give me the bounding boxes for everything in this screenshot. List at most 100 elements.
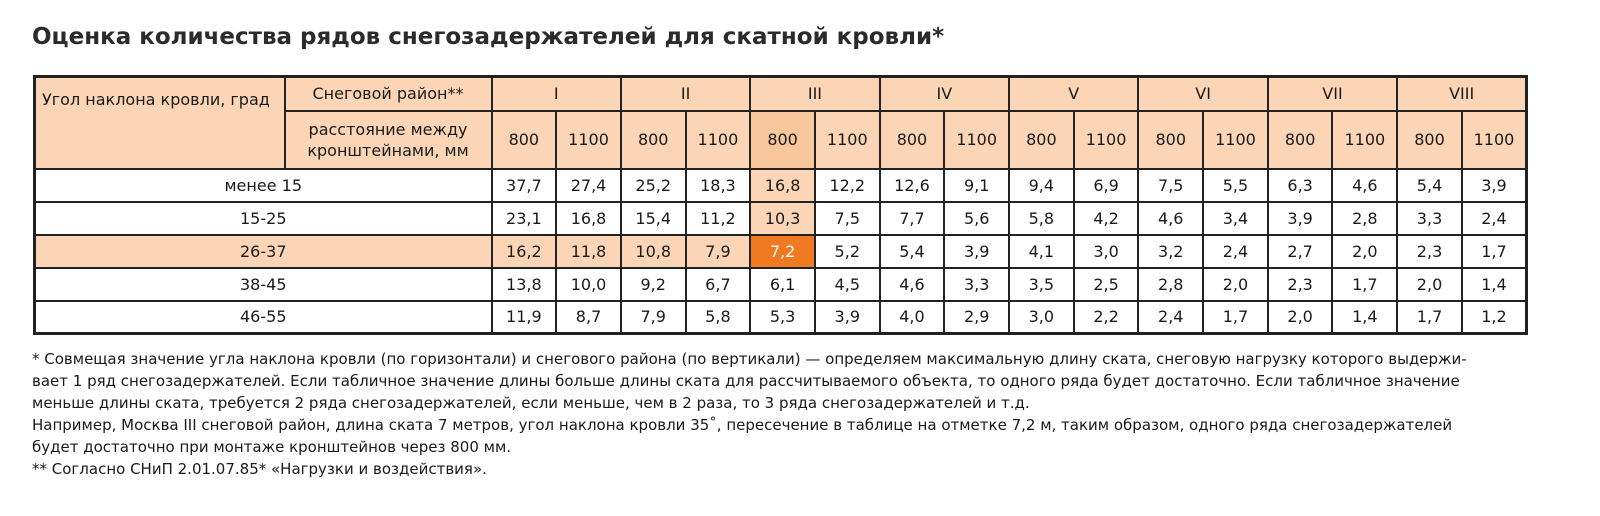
cell: 5,6	[943, 200, 1011, 236]
cell: 4,6	[1331, 167, 1399, 203]
cell: 16,2	[490, 233, 558, 269]
cell: 1,7	[1460, 233, 1528, 269]
note-line: меньше длины ската, требуется 2 ряда сне…	[32, 394, 1030, 412]
region: VIII	[1396, 75, 1528, 112]
cell: 3,9	[1266, 200, 1334, 236]
data-row: 46-55 11,9 8,7 7,9 5,8 5,3 3,9 4,0 2,9 3,0 2,2 2,4 1…	[33, 299, 1528, 335]
distance: 1100	[1460, 109, 1528, 170]
cell: 7,9	[684, 233, 752, 269]
cell: 11,2	[684, 200, 752, 236]
note-line: * Совмещая значение угла наклона кровли …	[32, 350, 1467, 368]
cell: 4,0	[878, 299, 946, 335]
cell: 5,4	[878, 233, 946, 269]
cell: 9,4	[1008, 167, 1075, 203]
cell: 5,5	[1202, 167, 1269, 203]
cell: 6,1	[749, 266, 816, 302]
cell: 1,7	[1202, 299, 1269, 335]
cell: 23,1	[490, 200, 558, 236]
cell: 4,6	[1137, 200, 1205, 236]
cell: 1,7	[1396, 299, 1463, 335]
cell: 10,3	[749, 200, 816, 236]
data-row: 26-37 16,2 11,8 10,8 7,9 7,2 5,2 5,4 3,9 4,1 3,0 3,…	[33, 233, 1528, 269]
distance: 800	[749, 109, 816, 170]
cell: 8,7	[555, 299, 622, 335]
cell: 5,8	[684, 299, 752, 335]
cell: 11,9	[490, 299, 558, 335]
cell: 11,8	[555, 233, 622, 269]
region: V	[1008, 75, 1140, 112]
distance: 800	[490, 109, 558, 170]
distance: 800	[878, 109, 946, 170]
cell: 1,4	[1331, 299, 1399, 335]
cell: 6,9	[1072, 167, 1140, 203]
cell: 5,2	[813, 233, 881, 269]
note-line: будет достаточно при монтаже кронштейнов…	[32, 438, 512, 456]
cell: 4,2	[1072, 200, 1140, 236]
cell: 2,7	[1266, 233, 1334, 269]
cell: 1,7	[1331, 266, 1399, 302]
cell: 2,8	[1331, 200, 1399, 236]
cell: 18,3	[684, 167, 752, 203]
cell: 10,8	[619, 233, 687, 269]
title: Оценка количества рядов снегозадержателе…	[32, 24, 945, 50]
cell: 5,3	[749, 299, 816, 335]
distance: 1100	[813, 109, 881, 170]
cell: 7,7	[878, 200, 946, 236]
data-row: менее 15 37,7 27,4 25,2 18,3 16,8 12,2 12,6 9,1 9…	[33, 167, 1528, 203]
cell: 27,4	[555, 167, 622, 203]
note-line: ** Согласно СНиП 2.01.07.85* «Нагрузки и…	[32, 460, 487, 478]
cell: 4,6	[878, 266, 946, 302]
cell: 2,0	[1331, 233, 1399, 269]
distance: 800	[1266, 109, 1334, 170]
distance: 1100	[555, 109, 622, 170]
distance: 1100	[1331, 109, 1399, 170]
distance: 800	[619, 109, 687, 170]
cell: 3,0	[1072, 233, 1140, 269]
cell: 2,4	[1460, 200, 1528, 236]
distance-header: расстояние между кронштейнами, мм	[283, 109, 493, 170]
angle-label: 38-45	[33, 266, 493, 302]
cell: 1,4	[1460, 266, 1528, 302]
region-header: Снеговой район**	[283, 75, 493, 112]
region: I	[490, 75, 622, 112]
region: VII	[1266, 75, 1399, 112]
distance: 1100	[684, 109, 752, 170]
region: III	[749, 75, 881, 112]
snow-table: Угол наклона кровли, град Снеговой район*…	[33, 75, 1529, 335]
cell: 12,2	[813, 167, 881, 203]
cell: 3,5	[1008, 266, 1075, 302]
cell: 3,4	[1202, 200, 1269, 236]
distance: 800	[1137, 109, 1205, 170]
cell: 2,4	[1202, 233, 1269, 269]
data-row: 15-25 23,1 16,8 15,4 11,2 10,3 7,5 7,7 5,6 5,8 4,2…	[33, 200, 1528, 236]
distance: 800	[1396, 109, 1463, 170]
cell: 6,3	[1266, 167, 1334, 203]
cell: 3,3	[1396, 200, 1463, 236]
cell: 6,7	[684, 266, 752, 302]
cell: 3,2	[1137, 233, 1205, 269]
distance: 1100	[1202, 109, 1269, 170]
cell: 2,0	[1202, 266, 1269, 302]
header-row: Угол наклона кровли, град Снеговой район*…	[33, 75, 1528, 170]
cell: 7,9	[619, 299, 687, 335]
cell: 2,8	[1137, 266, 1205, 302]
cell: 2,4	[1137, 299, 1205, 335]
region: II	[619, 75, 752, 112]
notes: * Совмещая значение угла наклона кровли …	[32, 348, 1467, 480]
cell: 10,0	[555, 266, 622, 302]
cell: 3,9	[1460, 167, 1528, 203]
cell: 16,8	[749, 167, 816, 203]
cell: 9,1	[943, 167, 1011, 203]
cell: 7,5	[1137, 167, 1205, 203]
cell: 5,8	[1008, 200, 1075, 236]
cell: 15,4	[619, 200, 687, 236]
distance: 1100	[943, 109, 1011, 170]
angle-label: менее 15	[33, 167, 493, 203]
cell: 1,2	[1460, 299, 1528, 335]
cell: 4,5	[813, 266, 881, 302]
angle-header: Угол наклона кровли, град	[33, 75, 286, 170]
cell: 7,2	[749, 233, 816, 269]
angle-label: 15-25	[33, 200, 493, 236]
cell: 2,0	[1266, 299, 1334, 335]
